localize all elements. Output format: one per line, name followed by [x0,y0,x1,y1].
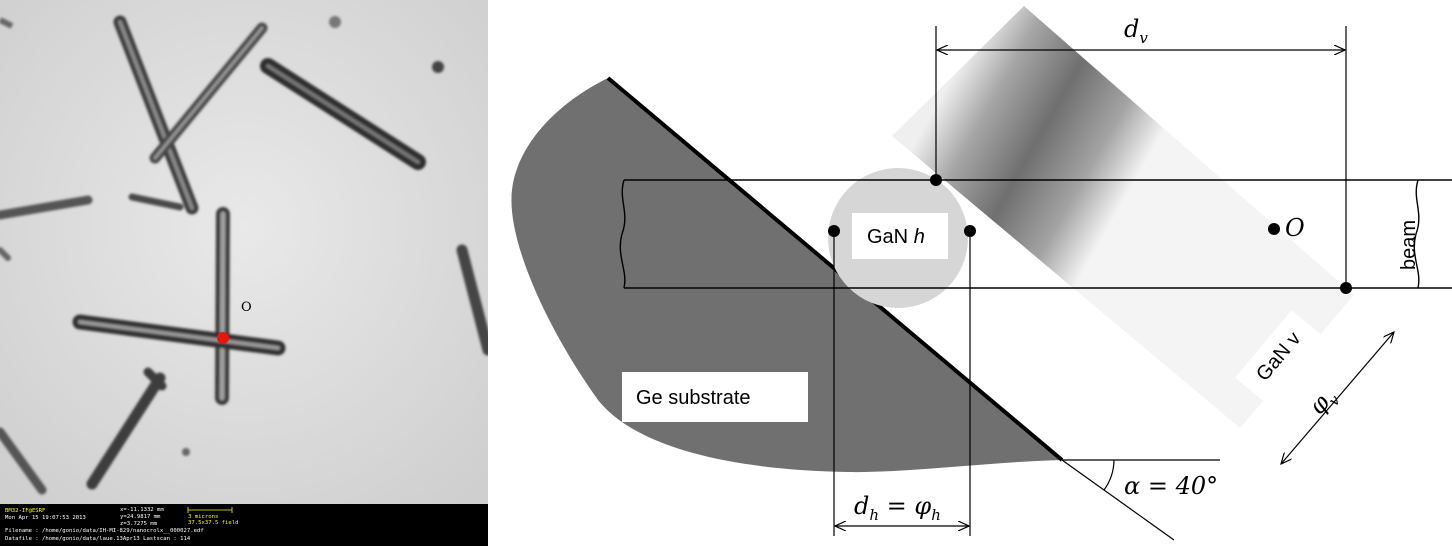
point-dh-end [964,225,976,237]
nanowire [0,17,14,29]
gan-v-label-box [1235,310,1321,402]
status-datafile: Datafile : /home/gonio/data/laue.13Apr13… [5,536,191,542]
nanowire-core [118,20,194,210]
geometry-diagram: dv dh = φh φv α = 40° O beam GaN h GaN v… [511,6,1452,541]
nanowire-core [266,64,420,164]
nanowire-core [219,211,226,401]
nanowire [0,427,47,495]
dv-label: dv [1124,15,1148,47]
marked-point [217,332,229,344]
point-dv-end [1340,282,1352,294]
point-dh-start [828,225,840,237]
nanowires [0,15,488,495]
substrate-label: Ge substrate [636,387,751,409]
angle-extension-line [1061,459,1175,541]
status-station: BM32-IF@ESRF [5,508,46,514]
substrate-surface [606,76,1064,462]
status-bar [0,504,488,546]
particle [329,16,341,28]
gan-h-label: GaN h [867,226,925,248]
status-x: x=-11.1332 mm [120,507,164,513]
micrograph-background [0,0,488,504]
nanowire [143,367,167,391]
nanowire [86,372,166,490]
point-dv-start [930,174,942,186]
status-field: 37.5x37.5 field [188,520,239,526]
nanowire-core [78,320,280,350]
gan-h-label-box [852,213,948,259]
status-y: y=24.9817 mm [120,514,161,520]
beam-label: beam [1398,220,1420,270]
status-filename: Filename : /home/gonio/data/IH-MI-829/na… [5,528,204,534]
point-o-label: O [241,300,252,315]
beam-break-right [1413,179,1420,289]
nanowire [0,195,93,220]
phiv-dimension-line [1281,332,1394,464]
status-z: z=3.7275 mm [120,521,158,527]
point-o-label: O [1285,214,1305,242]
status-scale: 3 microns [188,514,218,520]
nanowire [456,244,488,356]
microscope-image: O BM32-IF@ESRF Mon Apr 15 19:07:53 2013 … [0,0,488,546]
gan-v-rod [892,6,1354,428]
beam-break-left [619,179,626,289]
dh-label: dh = φh [854,492,941,524]
particle [182,448,190,456]
point-o [1268,223,1280,235]
substrate-label-box [622,372,808,422]
nanowire-core [153,26,264,160]
nanowire [128,193,184,211]
angle-arc [1103,459,1115,491]
alpha-label: α = 40° [1124,472,1218,500]
status-date: Mon Apr 15 19:07:53 2013 [5,515,86,521]
nanowire [0,247,11,261]
phiv-label: φv [1303,382,1344,422]
particle [432,61,444,73]
status-text: BM32-IF@ESRF Mon Apr 15 19:07:53 2013 x=… [5,507,239,542]
